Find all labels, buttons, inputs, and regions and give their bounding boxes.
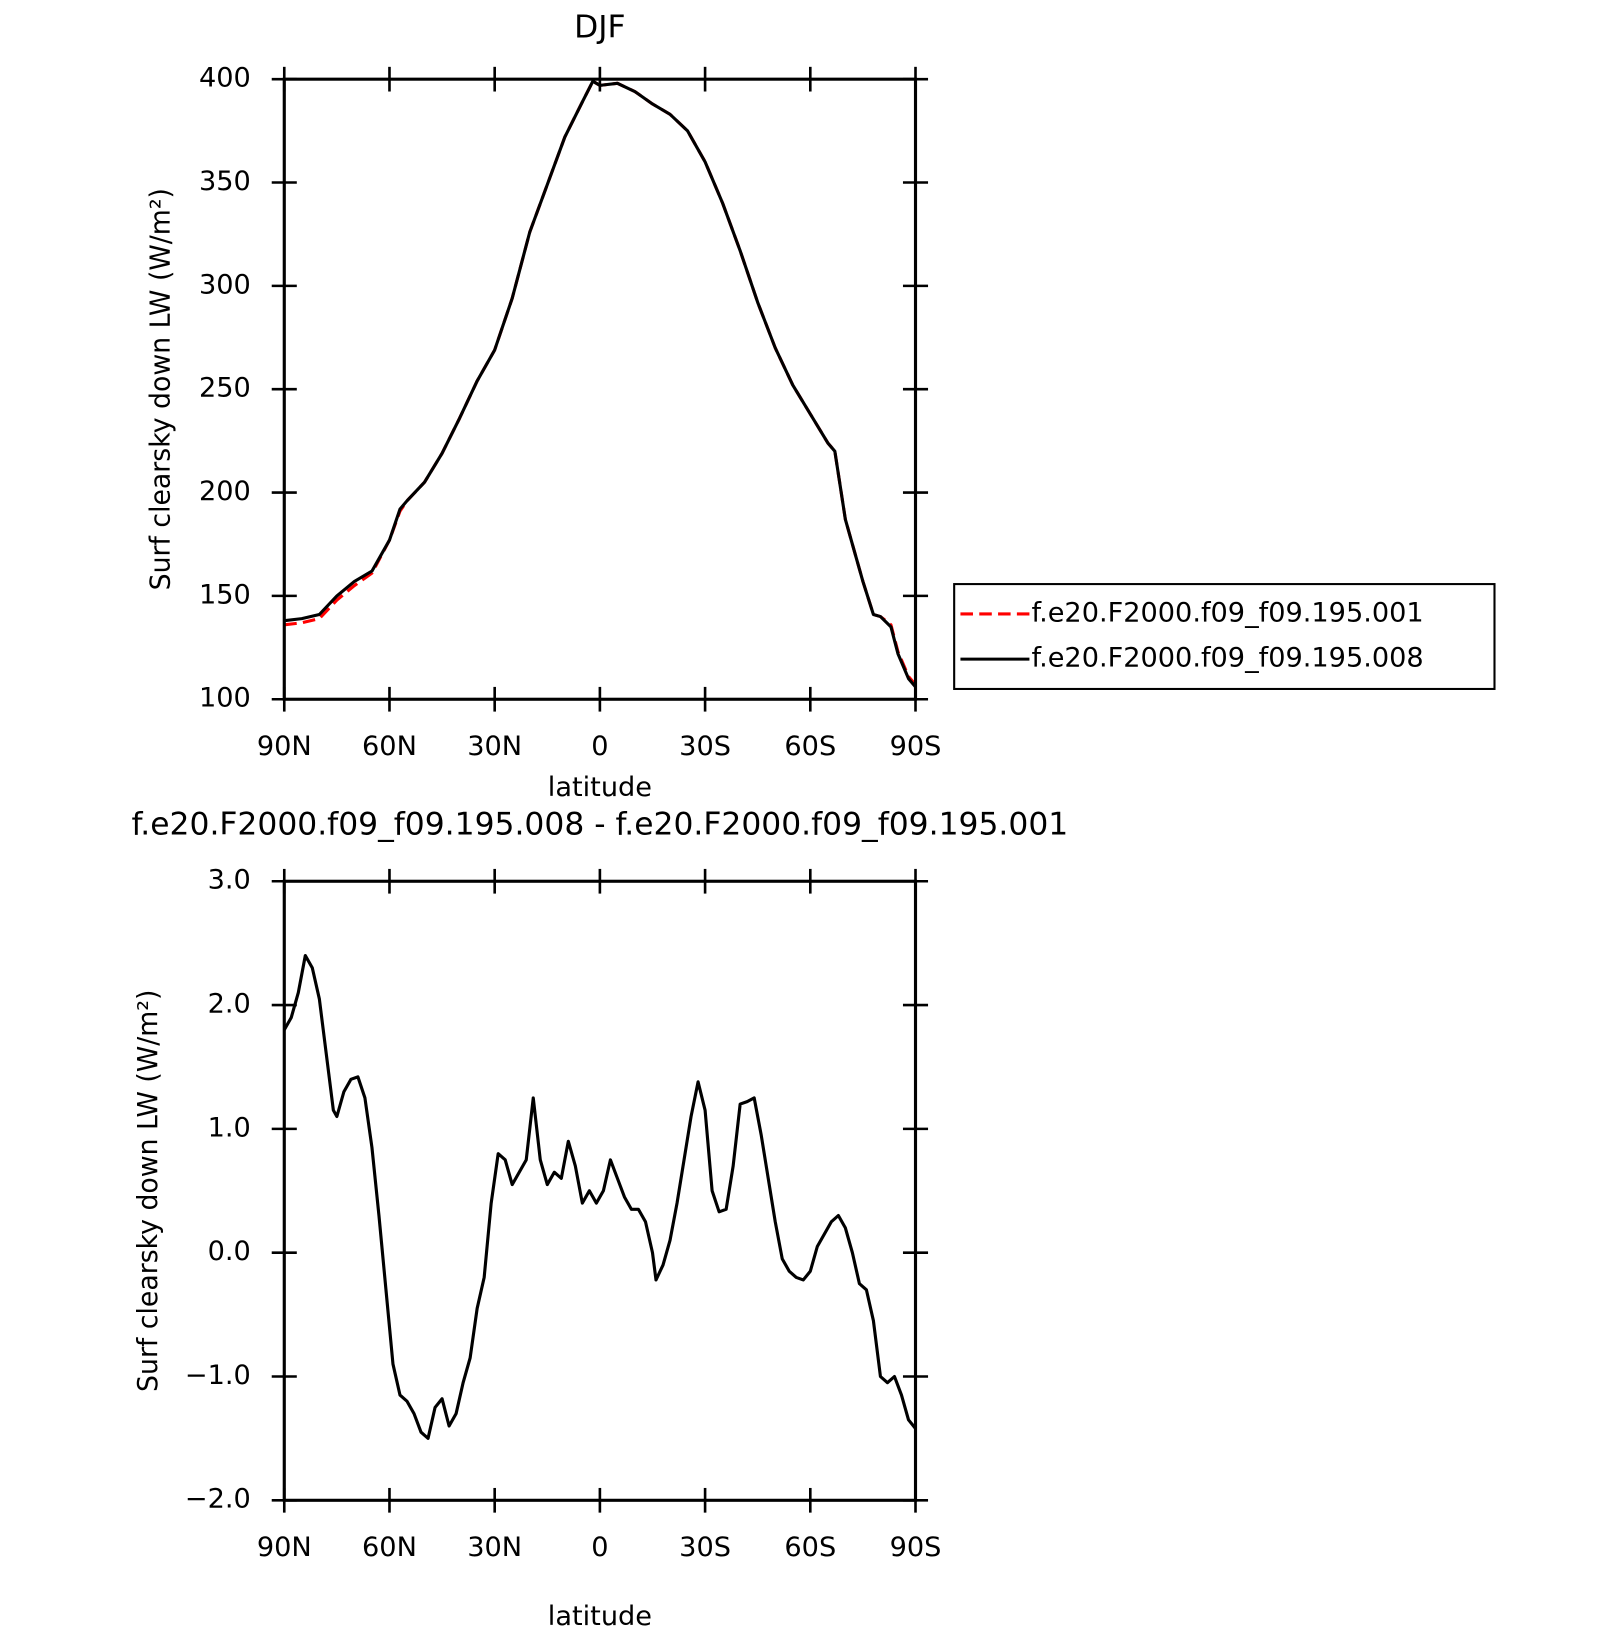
chart-title: DJF <box>574 10 625 46</box>
legend-label: f.e20.F2000.f09_f09.195.008 <box>1032 643 1424 674</box>
x-tick-label: 90S <box>890 1532 942 1563</box>
x-tick-label: 60S <box>784 1532 836 1563</box>
x-tick-label: 0 <box>591 1532 608 1563</box>
x-tick-label: 90S <box>890 731 942 762</box>
x-tick-label: 60N <box>362 1532 417 1563</box>
data-line <box>284 79 917 688</box>
x-tick-label: 90N <box>257 731 312 762</box>
x-tick-label: 60S <box>784 731 836 762</box>
plot-frame <box>282 879 918 1502</box>
y-axis-label: Surf clearsky down LW (W/m²) <box>133 990 164 1392</box>
x-tick-label: 30S <box>679 731 731 762</box>
y-tick-label: 200 <box>199 476 251 507</box>
y-tick-label: −1.0 <box>185 1360 251 1391</box>
y-tick-label: −2.0 <box>185 1484 251 1515</box>
y-tick-label: 300 <box>199 270 251 301</box>
chart-title: f.e20.F2000.f09_f09.195.008 - f.e20.F200… <box>132 807 1069 843</box>
x-tick-label: 0 <box>591 731 608 762</box>
x-axis-label: latitude <box>548 1601 652 1632</box>
y-tick-label: 0.0 <box>208 1236 251 1267</box>
y-tick-label: 100 <box>199 683 251 714</box>
legend-label: f.e20.F2000.f09_f09.195.001 <box>1032 598 1424 629</box>
data-line <box>282 953 917 1440</box>
x-tick-label: 90N <box>257 1532 312 1563</box>
legend-box <box>953 583 1496 690</box>
y-axis-label: Surf clearsky down LW (W/m²) <box>145 188 176 590</box>
y-tick-label: 400 <box>199 63 251 94</box>
y-tick-label: 150 <box>199 580 251 611</box>
plot-frame <box>282 77 918 701</box>
x-axis-label: latitude <box>548 772 652 803</box>
y-tick-label: 2.0 <box>208 989 251 1020</box>
x-tick-label: 30N <box>467 731 522 762</box>
x-tick-label: 60N <box>362 731 417 762</box>
y-tick-label: 350 <box>199 166 251 197</box>
y-tick-label: 3.0 <box>208 865 251 896</box>
data-line <box>284 79 917 686</box>
y-tick-label: 1.0 <box>208 1113 251 1144</box>
x-tick-label: 30S <box>679 1532 731 1563</box>
y-tick-label: 250 <box>199 373 251 404</box>
x-tick-label: 30N <box>467 1532 522 1563</box>
